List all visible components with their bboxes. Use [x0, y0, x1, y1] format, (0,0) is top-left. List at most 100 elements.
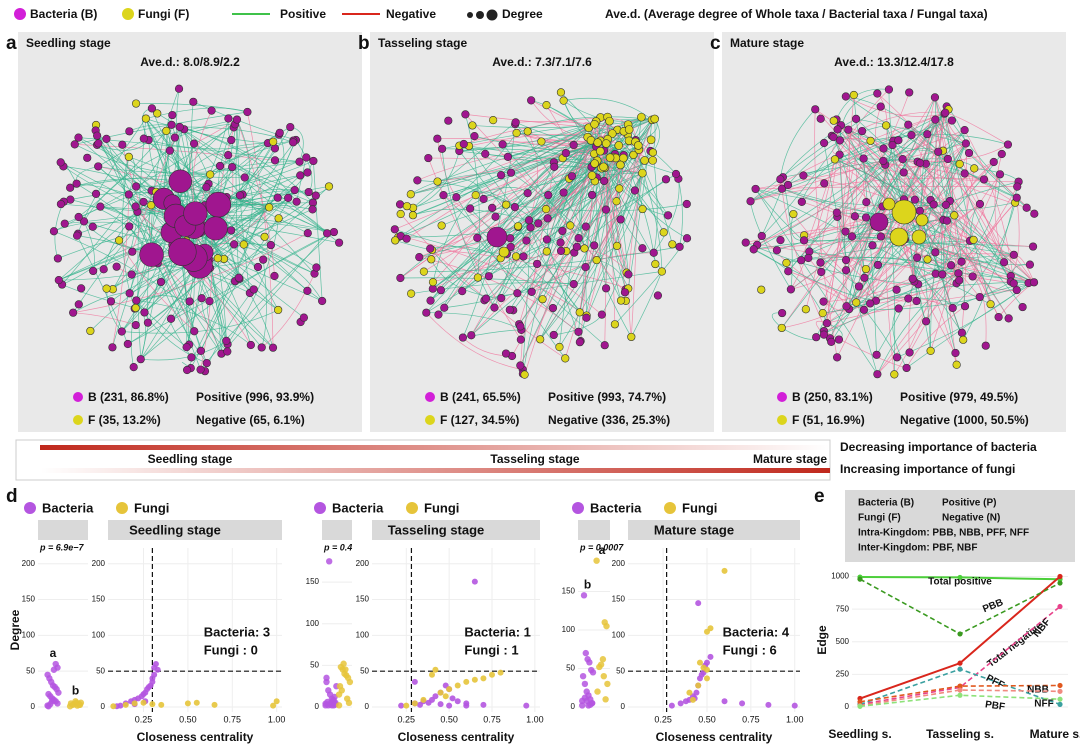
- edge: [182, 175, 301, 253]
- scatter-point: [449, 695, 456, 702]
- node: [999, 258, 1009, 267]
- node: [136, 355, 145, 364]
- node: [129, 362, 138, 372]
- edge: [559, 163, 596, 348]
- legend-dot: [467, 12, 473, 18]
- node: [189, 139, 199, 148]
- legend-dot: [664, 502, 676, 514]
- node: [1022, 203, 1031, 212]
- node: [580, 244, 589, 253]
- node: [637, 112, 646, 122]
- node: [590, 159, 599, 168]
- node: [511, 118, 520, 127]
- y-tick-label: 1000: [831, 572, 849, 581]
- node: [675, 242, 684, 251]
- node: [74, 133, 83, 142]
- node: [269, 137, 278, 146]
- network-stat: Negative (65, 6.1%): [196, 413, 305, 427]
- edge: [898, 161, 994, 238]
- y-tick-label: 0: [845, 702, 850, 711]
- edge: [151, 118, 229, 255]
- node: [969, 235, 978, 244]
- node: [428, 277, 438, 287]
- series-point: [857, 703, 863, 709]
- node: [185, 297, 194, 306]
- legend-dot: [24, 502, 36, 514]
- node: [132, 296, 141, 305]
- edge: [530, 227, 587, 318]
- node: [816, 114, 825, 123]
- legend-dot: [73, 415, 83, 425]
- node: [79, 217, 89, 226]
- node: [627, 332, 636, 342]
- legend-dot: [14, 8, 26, 20]
- node: [868, 241, 877, 250]
- node: [260, 232, 269, 241]
- node: [938, 270, 947, 279]
- node: [452, 193, 461, 202]
- edge: [755, 188, 878, 375]
- edge: [863, 158, 921, 212]
- node: [408, 211, 418, 220]
- x-tick-label: 0.50: [698, 714, 716, 724]
- edge: [753, 113, 945, 250]
- node: [587, 171, 597, 180]
- scatter-point: [703, 666, 710, 673]
- edge: [653, 178, 680, 253]
- legend-label: Bacteria: [42, 500, 94, 515]
- x-tick-label: 0.75: [483, 714, 501, 724]
- legend-label: Ave.d. (Average degree of Whole taxa / B…: [605, 7, 988, 21]
- node: [1004, 314, 1013, 323]
- series-point: [1057, 573, 1063, 580]
- series-point: [957, 631, 963, 637]
- edge: [856, 239, 974, 303]
- scatter-point: [403, 702, 410, 709]
- edge: [121, 144, 195, 332]
- node: [981, 341, 990, 350]
- gradient-bar: [40, 445, 830, 450]
- x-tick-label: 0.25: [135, 714, 153, 724]
- strip-point: [579, 673, 587, 680]
- edge: [459, 116, 608, 146]
- edge: [76, 118, 147, 236]
- node: [959, 335, 968, 344]
- node: [302, 153, 311, 162]
- edge: [586, 164, 621, 318]
- node: [964, 148, 974, 158]
- node: [506, 242, 515, 252]
- node: [274, 305, 283, 315]
- node: [275, 128, 284, 137]
- edge: [801, 113, 945, 203]
- node: [605, 153, 615, 163]
- node: [882, 197, 896, 211]
- legend-label: Fungi: [682, 500, 717, 515]
- edge: [972, 276, 987, 346]
- node: [513, 289, 522, 298]
- legend-dot: [73, 392, 83, 402]
- edge: [892, 308, 907, 369]
- node: [624, 125, 634, 134]
- node: [318, 296, 327, 306]
- node: [776, 175, 785, 184]
- y-tick-label: 200: [356, 559, 370, 568]
- node: [561, 149, 570, 158]
- node: [141, 114, 151, 123]
- node: [53, 254, 62, 263]
- node: [915, 213, 929, 227]
- node: [822, 319, 832, 328]
- strip-point: [600, 673, 607, 680]
- node: [205, 297, 214, 306]
- edge: [800, 159, 836, 261]
- network-stat: Positive (979, 49.5%): [900, 390, 1018, 404]
- legend-dot: [425, 415, 435, 425]
- node: [131, 320, 140, 330]
- node: [299, 313, 308, 322]
- series-point: [1057, 603, 1063, 610]
- node: [273, 193, 282, 202]
- panel-letter: b: [358, 33, 370, 54]
- node: [997, 149, 1006, 159]
- scatter-point: [463, 702, 470, 709]
- edge: [836, 216, 877, 301]
- edge: [247, 111, 274, 348]
- node: [850, 212, 860, 221]
